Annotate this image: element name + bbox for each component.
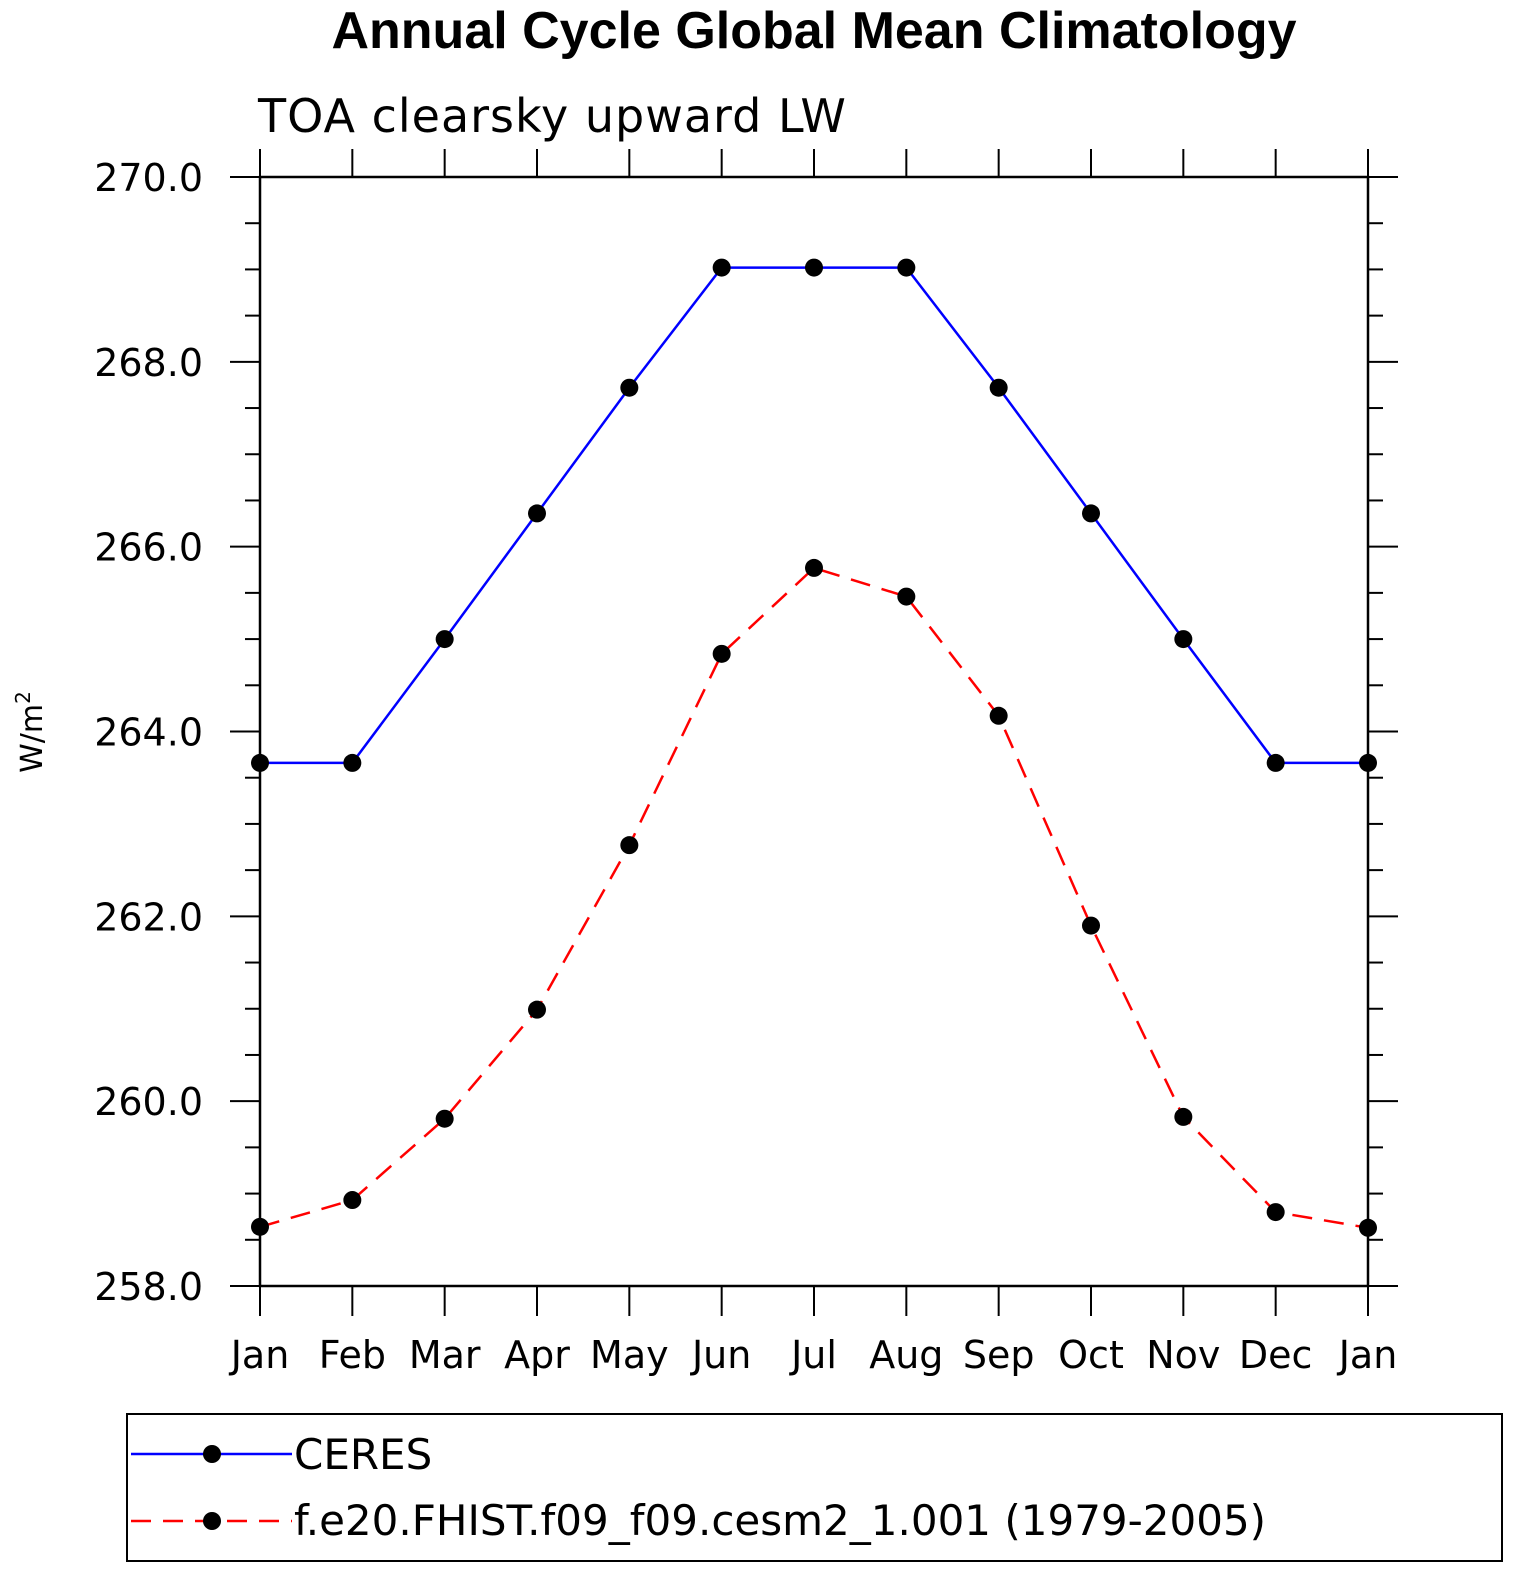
legend-box <box>126 1413 1503 1562</box>
series-0-point <box>528 504 546 523</box>
y-axis-label-superscript: 2 <box>11 691 35 704</box>
series-1-point <box>251 1217 269 1236</box>
series-0-point <box>435 630 454 649</box>
x-tick-label: Jan <box>1337 1333 1398 1377</box>
chart-title: Annual Cycle Global Mean Climatology <box>331 2 1296 60</box>
legend-label-ceres: CERES <box>294 1430 432 1479</box>
y-tick-label: 258.0 <box>94 1265 203 1309</box>
series-line-1 <box>259 566 1369 1230</box>
series-layer <box>251 258 1377 1237</box>
series-1-point <box>528 1000 546 1019</box>
series-0-point <box>989 378 1008 397</box>
series-0-point <box>1174 630 1193 649</box>
series-0-point <box>1359 753 1377 772</box>
x-tick-label: Mar <box>409 1333 481 1377</box>
series-0-point <box>251 753 269 772</box>
x-tick-label: Jun <box>690 1333 751 1377</box>
series-1-point <box>1359 1218 1377 1237</box>
legend: CERES f.e20.FHIST.f09_f09.cesm2_1.001 (1… <box>126 1413 1503 1562</box>
series-0-point <box>805 258 823 277</box>
x-tick-label: Aug <box>869 1333 943 1377</box>
x-tick-label: Dec <box>1239 1333 1313 1377</box>
x-tick-label: May <box>590 1333 669 1377</box>
series-1-point <box>1174 1107 1193 1126</box>
series-1-point <box>620 836 639 855</box>
series-0-point <box>343 753 362 772</box>
y-tick-label: 262.0 <box>94 895 203 939</box>
y-tick-label: 266.0 <box>94 526 203 570</box>
series-1-point <box>989 706 1008 725</box>
y-axis-label: W/m2 <box>11 691 50 773</box>
series-0-point <box>1082 504 1100 523</box>
y-axis-label-main: W/m <box>15 704 50 773</box>
series-1-point <box>1266 1203 1285 1222</box>
series-0-point <box>897 258 916 277</box>
x-tick-label: Sep <box>963 1333 1035 1377</box>
x-tick-label: Oct <box>1058 1333 1124 1377</box>
series-1-point <box>897 587 916 606</box>
x-tick-label: Nov <box>1146 1333 1220 1377</box>
series-1-point <box>712 644 731 663</box>
series-1-point <box>435 1109 454 1128</box>
y-tick-label: 260.0 <box>94 1080 203 1124</box>
series-line-0 <box>260 266 1368 765</box>
series-0-point <box>1266 753 1285 772</box>
x-tick-label: Jul <box>789 1333 837 1377</box>
series-1-point <box>805 558 823 577</box>
y-tick-label: 270.0 <box>94 156 203 200</box>
series-0-point <box>620 378 639 397</box>
x-tick-label: Feb <box>319 1333 386 1377</box>
legend-marker-ceres <box>203 1445 221 1463</box>
series-0-point <box>712 258 731 277</box>
series-1-point <box>343 1191 362 1210</box>
series-1-point <box>1082 916 1100 935</box>
y-tick-label: 264.0 <box>94 711 203 755</box>
plot-frame <box>258 175 1370 1288</box>
chart-subtitle: TOA clearsky upward LW <box>257 89 847 143</box>
legend-label-model: f.e20.FHIST.f09_f09.cesm2_1.001 (1979-20… <box>294 1496 1266 1545</box>
axes: 258.0 260.0 262.0 264.0 266.0 268.0 270.0 Jan Fe… <box>94 149 1398 1377</box>
y-tick-label: 268.0 <box>94 341 203 385</box>
x-tick-label: Apr <box>504 1333 570 1377</box>
x-tick-label: Jan <box>229 1333 290 1377</box>
legend-marker-model <box>203 1512 221 1530</box>
